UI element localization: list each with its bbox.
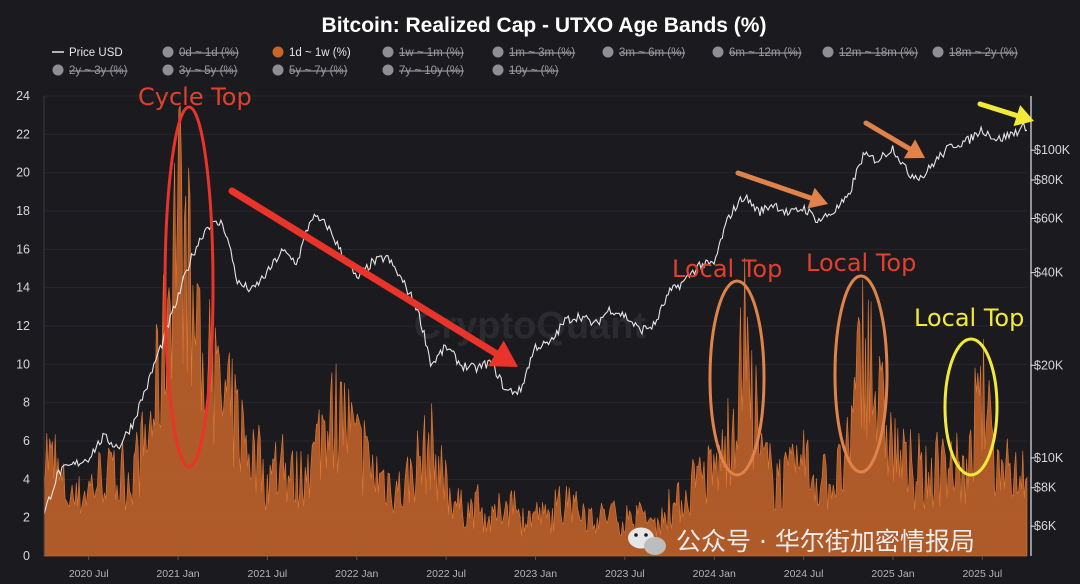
legend-item[interactable]: 3m ~ 6m (%) (602, 46, 686, 60)
legend-dot (822, 46, 834, 58)
annotation-label: Local Top (672, 255, 782, 283)
wechat-icon (628, 527, 666, 555)
y-right-tick: $20K (1034, 358, 1064, 372)
legend-item[interactable]: 5y ~ 7y (%) (272, 64, 348, 78)
x-tick: 2022 Jul (426, 568, 466, 580)
legend-label: 3m ~ 6m (%) (619, 47, 685, 59)
y-right-tick: $100K (1034, 143, 1071, 157)
x-tick: 2022 Jan (335, 568, 378, 580)
x-tick: 2023 Jan (514, 568, 557, 580)
legend-label: 12m ~ 18m (%) (839, 47, 918, 59)
legend-item[interactable]: 6m ~ 12m (%) (712, 46, 802, 60)
legend-label: 18m ~ 2y (%) (949, 47, 1018, 59)
legend-item[interactable]: 10y ~ (%) (492, 64, 559, 78)
annotation-arrow (863, 120, 925, 159)
x-tick: 2020 Jul (69, 568, 109, 580)
annotation-label: Cycle Top (138, 83, 252, 111)
legend-dot (52, 64, 64, 76)
annotation-ellipse (708, 279, 766, 477)
y-left-tick: 10 (16, 357, 30, 371)
legend-label: 10y ~ (%) (509, 65, 559, 77)
annotation-label: Local Top (806, 249, 916, 277)
legend-dot (272, 46, 284, 58)
y-left-tick: 22 (16, 127, 30, 141)
legend-item[interactable]: Price USD (52, 47, 123, 59)
y-left-tick: 2 (23, 511, 30, 525)
x-tick: 2021 Jan (156, 568, 199, 580)
legend-item[interactable]: 1d ~ 1w (%) (272, 46, 351, 60)
legend-label: 2y ~ 3y (%) (69, 65, 128, 77)
legend-item[interactable]: 18m ~ 2y (%) (932, 46, 1018, 60)
legend-item[interactable]: 12m ~ 18m (%) (822, 46, 919, 60)
legend-item[interactable]: 1m ~ 3m (%) (492, 46, 576, 60)
y-left-tick: 18 (16, 204, 30, 218)
x-tick: 2024 Jul (784, 568, 824, 580)
annotation-ellipse (163, 105, 215, 469)
legend-dot (602, 46, 614, 58)
y-right-tick: $10K (1034, 451, 1064, 465)
legend-item[interactable]: 7y ~ 10y (%) (382, 64, 465, 78)
legend-dot (712, 46, 724, 58)
y-left-tick: 16 (16, 242, 30, 256)
legend-item[interactable]: 3y ~ 5y (%) (162, 64, 238, 78)
price-layer (43, 121, 1028, 515)
chart-title: Bitcoin: Realized Cap - UTXO Age Bands (… (322, 14, 767, 37)
legend-label: Price USD (69, 47, 123, 59)
legend-label: 1m ~ 3m (%) (509, 47, 575, 59)
legend-item[interactable]: 0d ~ 1d (%) (162, 46, 239, 60)
legend-label: 0d ~ 1d (%) (179, 47, 239, 59)
x-tick: 2023 Jul (605, 568, 645, 580)
legend-dot (932, 46, 944, 58)
legend-label: 1d ~ 1w (%) (289, 47, 351, 59)
y-right-tick: $6K (1034, 519, 1057, 533)
y-left-tick: 24 (16, 89, 30, 103)
legend-dot (382, 46, 394, 58)
y-left-tick: 14 (16, 281, 30, 295)
legend-dot (382, 64, 394, 76)
legend-label: 1w ~ 1m (%) (399, 47, 464, 59)
y-right-tick: $60K (1034, 211, 1064, 225)
y-left-tick: 20 (16, 166, 30, 180)
y-right-tick: $80K (1034, 173, 1064, 187)
y-left-tick: 0 (23, 549, 30, 563)
legend-dot (162, 64, 174, 76)
legend-dot (492, 46, 504, 58)
annotation-layer: Cycle Top Local Top Local Top Local Top (138, 83, 1034, 477)
y-left-tick: 6 (23, 434, 30, 448)
legend-dot (162, 46, 174, 58)
y-left-tick: 4 (23, 472, 30, 486)
x-tick: 2025 Jan (871, 568, 914, 580)
y-right-tick: $8K (1034, 481, 1057, 495)
watermark: 公众号 · 华尔街加密情报局 (628, 527, 975, 556)
watermark-text: 公众号 · 华尔街加密情报局 (676, 527, 975, 556)
annotation-arrow (735, 170, 828, 209)
legend-label: 6m ~ 12m (%) (729, 47, 802, 59)
legend-item[interactable]: 1w ~ 1m (%) (382, 46, 465, 60)
legend: Price USD 0d ~ 1d (%) 1d ~ 1w (%) 1w ~ 1m (… (52, 46, 1018, 78)
legend-label: 7y ~ 10y (%) (399, 65, 464, 77)
x-tick: 2025 Jul (962, 568, 1002, 580)
y-left-tick: 12 (16, 319, 30, 333)
legend-item[interactable]: 2y ~ 3y (%) (52, 64, 128, 78)
annotation-arrow (977, 101, 1034, 127)
x-tick: 2024 Jan (693, 568, 736, 580)
legend-dot (492, 64, 504, 76)
annotation-ellipse (943, 337, 999, 477)
legend-dot (272, 64, 284, 76)
annotation-label: Local Top (914, 304, 1024, 332)
legend-label: 5y ~ 7y (%) (289, 65, 348, 77)
axes-layer: 024681012141618202224$6K$8K$10K$20K$40K$… (16, 89, 1071, 580)
legend-label: 3y ~ 5y (%) (179, 65, 238, 77)
y-left-tick: 8 (23, 396, 30, 410)
annotation-ellipse (833, 274, 889, 474)
x-tick: 2021 Jul (248, 568, 288, 580)
y-right-tick: $40K (1034, 266, 1064, 280)
series-line-price (43, 121, 1028, 515)
annotation-arrow (228, 187, 518, 367)
